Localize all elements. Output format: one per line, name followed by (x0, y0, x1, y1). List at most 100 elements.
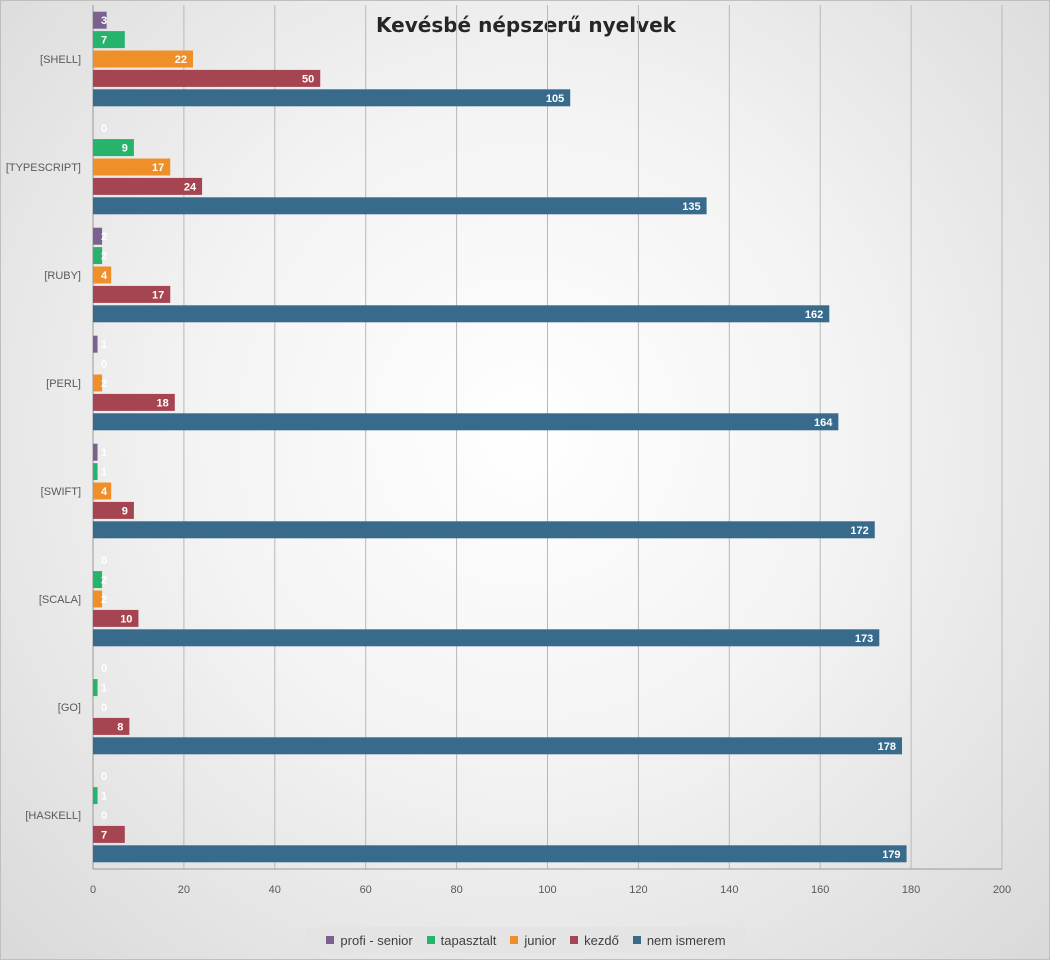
data-label: 135 (682, 201, 700, 213)
data-label: 50 (302, 73, 314, 85)
bar (93, 609, 139, 627)
bar (93, 393, 175, 411)
bar (93, 285, 171, 303)
bar (93, 679, 98, 697)
data-label: 24 (184, 181, 197, 193)
data-label: 2 (101, 575, 107, 587)
bar (93, 158, 171, 176)
data-label: 105 (546, 93, 564, 105)
bar (93, 825, 125, 843)
data-label: 2 (101, 231, 107, 243)
bar (93, 521, 875, 539)
bar (93, 717, 130, 735)
bar (93, 11, 107, 29)
data-label: 1 (101, 467, 107, 479)
legend-label: profi - senior (340, 932, 413, 948)
legend-swatch (326, 936, 335, 944)
data-label: 10 (120, 613, 132, 625)
bar (93, 737, 903, 755)
legend: profi - senior tapasztalt junior kezdő nem i… (306, 927, 746, 953)
data-label: 179 (882, 849, 900, 861)
data-label: 4 (101, 486, 108, 498)
category-label: [GO] (58, 702, 81, 714)
data-label: 0 (101, 702, 107, 714)
bar (93, 247, 103, 265)
data-label: 173 (855, 633, 873, 645)
legend-item: profi - senior (326, 932, 413, 948)
legend-item: junior (510, 933, 556, 948)
bar (93, 31, 125, 49)
bar (93, 443, 98, 461)
data-label: 7 (101, 829, 107, 841)
legend-swatch (426, 936, 435, 944)
category-label: [SHELL] (40, 54, 81, 66)
data-label: 7 (101, 35, 107, 47)
legend-label: tapasztalt (440, 932, 497, 948)
x-tick-label: 80 (450, 884, 462, 896)
bar (93, 590, 103, 608)
bar (93, 629, 880, 647)
x-tick-label: 180 (902, 884, 920, 896)
data-label: 17 (152, 162, 164, 174)
data-label: 172 (850, 525, 868, 537)
legend-item: nem ismerem (632, 932, 726, 948)
data-label: 0 (101, 359, 107, 371)
data-label: 1 (101, 339, 107, 351)
bar (93, 50, 193, 68)
x-tick-label: 140 (720, 884, 738, 896)
data-label: 4 (101, 270, 108, 282)
data-label: 2 (101, 378, 107, 390)
bar (93, 89, 571, 107)
category-label: [HASKELL] (25, 810, 81, 822)
bar (93, 197, 707, 215)
x-tick-label: 40 (269, 884, 281, 896)
bar (93, 501, 134, 519)
x-tick-label: 20 (178, 884, 190, 896)
bar (93, 69, 321, 87)
data-label: 17 (152, 289, 164, 301)
legend-item: kezdő (570, 933, 619, 948)
chart-title: Kevésbé népszerű nyelvek (376, 13, 676, 37)
legend-item: tapasztalt (426, 932, 497, 948)
data-label: 2 (101, 251, 107, 263)
bar (93, 305, 830, 323)
data-label: 3 (101, 15, 107, 27)
data-label: 0 (101, 663, 107, 675)
data-label: 178 (878, 741, 896, 753)
category-label: [PERL] (46, 378, 81, 390)
x-tick-label: 120 (629, 884, 647, 896)
legend-swatch (510, 936, 519, 944)
data-label: 0 (101, 810, 107, 822)
legend-label: kezdő (584, 932, 619, 948)
bar (93, 482, 112, 500)
data-label: 164 (814, 417, 833, 429)
bar (93, 787, 98, 805)
legend-label: nem ismerem (646, 932, 726, 948)
x-tick-label: 200 (993, 884, 1011, 896)
category-label: [RUBY] (44, 270, 81, 282)
data-label: 162 (805, 309, 823, 321)
x-tick-label: 60 (360, 884, 372, 896)
plot-area: 0 20 40 60 80 100 120 140 160 180 200[SHELL]372250… (6, 5, 1011, 896)
x-tick-label: 160 (811, 884, 829, 896)
data-label: 8 (117, 721, 123, 733)
bar (93, 413, 839, 431)
legend-swatch (632, 936, 641, 944)
category-label: [SWIFT] (41, 486, 81, 498)
bar (93, 139, 134, 157)
category-label: [TYPESCRIPT] (6, 162, 81, 174)
data-label: 22 (175, 54, 187, 66)
bar (93, 463, 98, 481)
bar (93, 227, 103, 245)
bar (93, 374, 103, 392)
data-label: 1 (101, 447, 107, 459)
data-label: 1 (101, 791, 107, 803)
bar (93, 845, 907, 863)
bar (93, 177, 203, 195)
data-label: 0 (101, 771, 107, 783)
category-label: [SCALA] (39, 594, 81, 606)
data-label: 1 (101, 683, 107, 695)
data-label: 0 (101, 555, 107, 567)
data-label: 18 (157, 397, 169, 409)
